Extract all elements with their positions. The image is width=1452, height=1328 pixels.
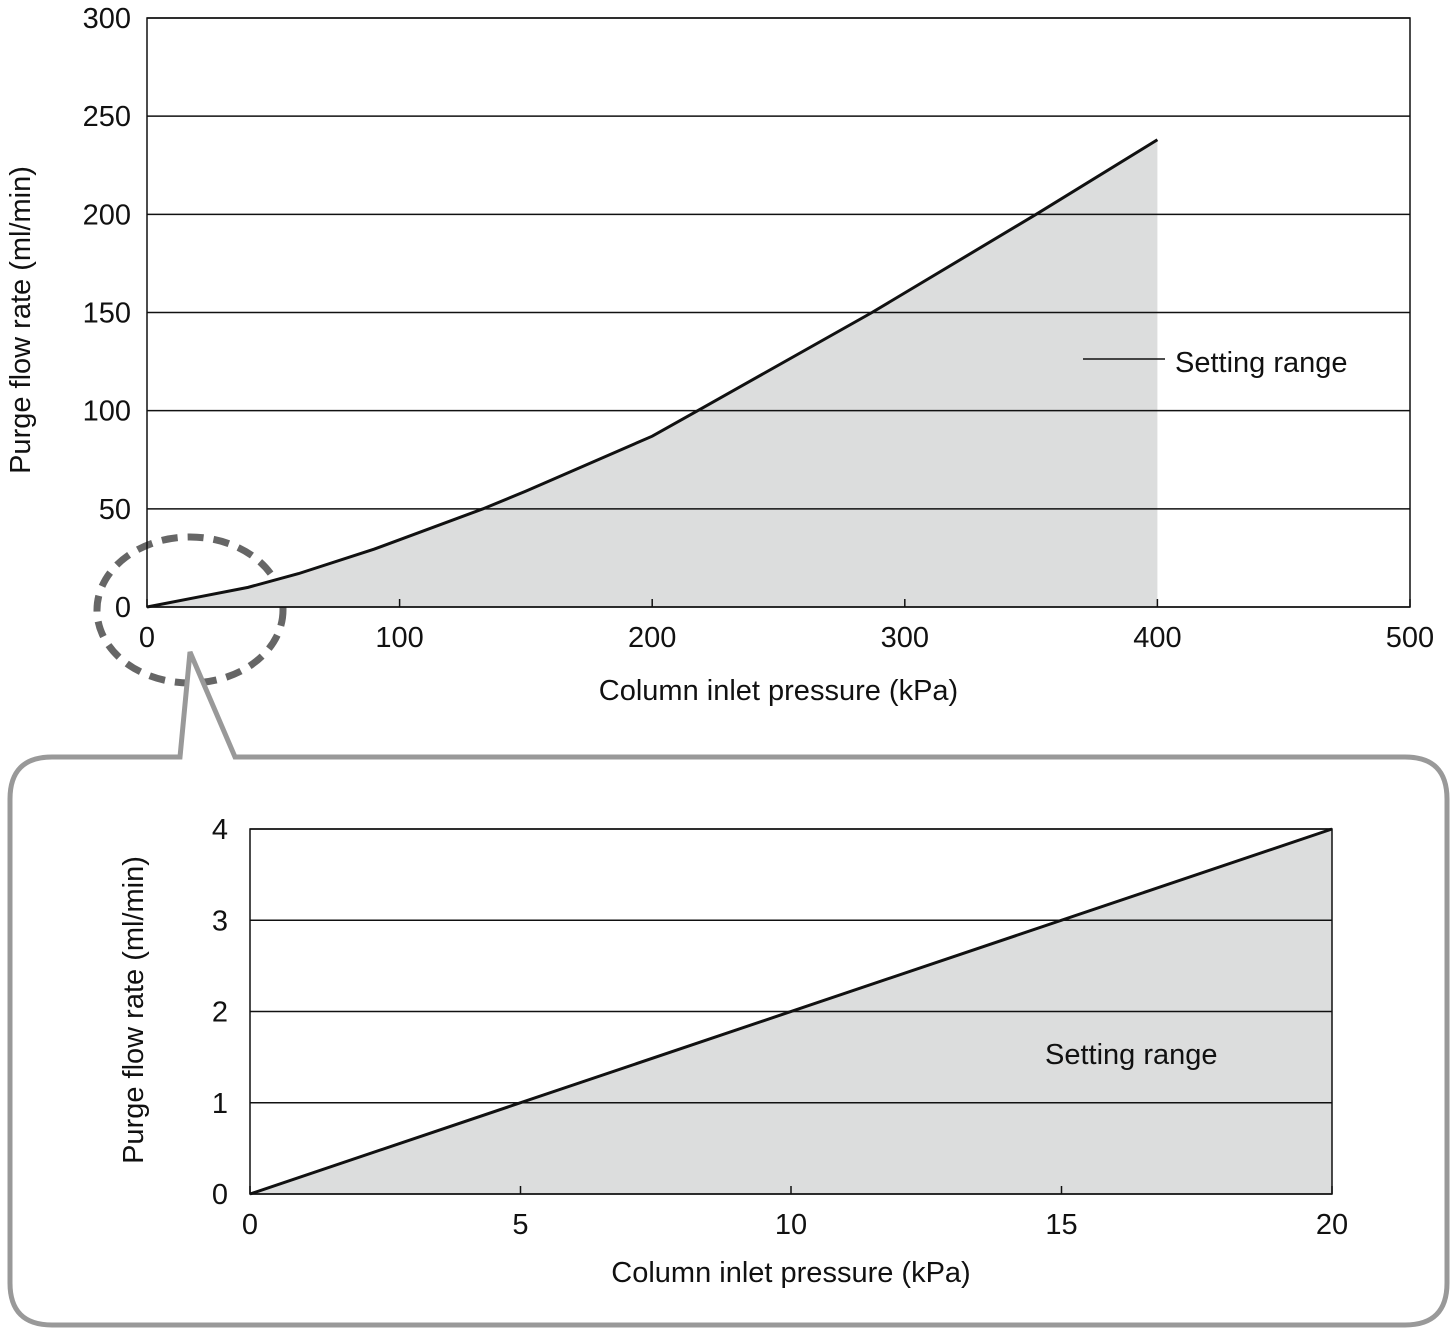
- series-line: [249, 827, 1333, 1196]
- y-axis-label: Purge flow rate (ml/min): [118, 856, 150, 1164]
- y-tick-label: 150: [83, 298, 131, 330]
- setting-range-area: [147, 139, 1158, 607]
- x-tick-label: 10: [775, 1209, 807, 1241]
- x-tick-label: 400: [1133, 622, 1181, 654]
- x-tick-label: 5: [512, 1209, 528, 1241]
- y-tick-label: 200: [83, 199, 131, 231]
- x-tick-label: 500: [1386, 622, 1434, 654]
- y-tick-label: 1: [212, 1088, 228, 1120]
- x-axis-label: Column inlet pressure (kPa): [611, 1257, 970, 1289]
- y-tick-label: 50: [99, 494, 131, 526]
- plot-frame: [249, 828, 1333, 1195]
- y-tick-label: 3: [212, 905, 228, 937]
- series-line: [146, 138, 1159, 609]
- y-tick-label: 300: [83, 3, 131, 35]
- y-axis-label: Purge flow rate (ml/min): [5, 166, 37, 474]
- y-tick-label: 100: [83, 396, 131, 428]
- x-tick-label: 20: [1316, 1209, 1348, 1241]
- y-tick-label: 0: [212, 1179, 228, 1211]
- x-axis-label: Column inlet pressure (kPa): [599, 675, 958, 707]
- main-chart: 0 50 100 150 200 250 300 0 100 200 300 400 500 Column…: [5, 3, 1434, 707]
- inset-chart: 0 1 2 3 4 0 5 10 15 20 Column inlet pressure (kPa)…: [118, 814, 1348, 1289]
- x-tick-label: 0: [139, 622, 155, 654]
- x-tick-label: 15: [1045, 1209, 1077, 1241]
- setting-range-label: Setting range: [1045, 1039, 1218, 1071]
- y-tick-label: 0: [115, 592, 131, 624]
- x-tick-label: 300: [881, 622, 929, 654]
- y-tick-label: 2: [212, 997, 228, 1029]
- plot-frame: [146, 17, 1411, 608]
- x-tick-label: 200: [628, 622, 676, 654]
- y-tick-label: 4: [212, 814, 228, 846]
- x-tick-label: 0: [242, 1209, 258, 1241]
- y-tick-label: 250: [83, 101, 131, 133]
- setting-range-label: Setting range: [1175, 347, 1348, 379]
- x-tick-label: 100: [375, 622, 423, 654]
